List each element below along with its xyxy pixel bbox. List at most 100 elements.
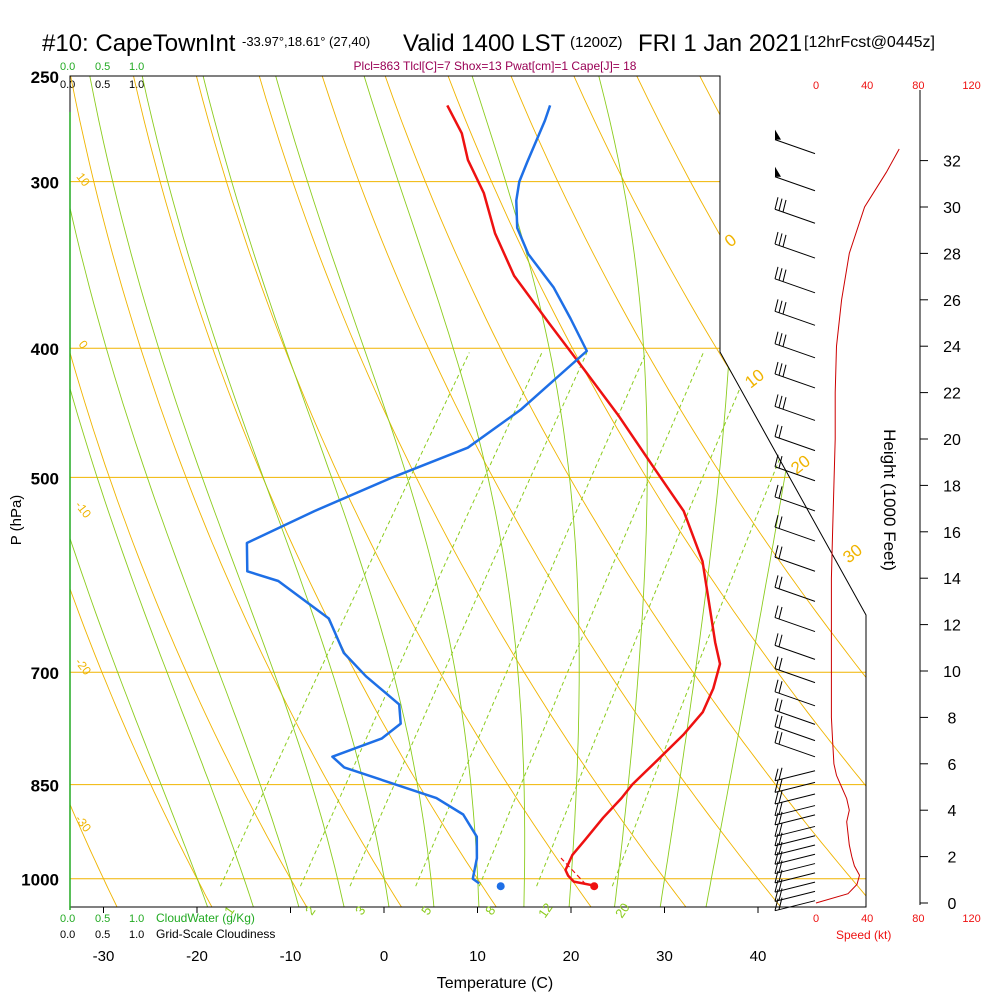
wind-barb	[774, 714, 816, 742]
wind-barb-feather	[778, 425, 783, 439]
wind-barb-staff	[774, 243, 816, 259]
wind-barb-feather	[774, 299, 779, 312]
cloudiness-scale-top-2: 1.0	[129, 79, 144, 91]
moist-adiabat	[70, 76, 209, 907]
wind-barb-feather	[778, 456, 783, 469]
wind-barb-feather	[778, 606, 783, 620]
wind-barb-staff	[774, 176, 816, 192]
wind-barb-feather	[778, 897, 783, 910]
wind-barb-feather	[774, 898, 779, 911]
wind-barb-feather	[774, 361, 779, 375]
wind-barb-staff	[774, 814, 816, 826]
wind-barb-feather	[774, 812, 779, 825]
wind-barb-feather	[774, 842, 779, 856]
wind-barb-feather	[774, 833, 779, 846]
dry-adiabat-label: 0	[76, 338, 91, 352]
wind-barb	[774, 888, 816, 902]
wind-barb	[774, 424, 816, 452]
wind-barb	[774, 166, 816, 192]
dry-adiabat	[70, 76, 118, 907]
dewpoint-trace	[245, 104, 589, 885]
wind-barb-feather	[778, 732, 783, 745]
wind-barb	[774, 851, 816, 865]
height-tick-label: 8	[948, 710, 957, 727]
moist-adiabat-label: 0	[721, 230, 740, 251]
wind-barb-feather	[778, 878, 783, 892]
valid-time: Valid 1400 LST	[403, 30, 566, 57]
height-tick-label: 30	[943, 200, 961, 217]
height-tick-label: 6	[948, 757, 957, 774]
wind-barb-staff	[774, 405, 816, 421]
dry-adiabat	[189, 76, 592, 907]
mixing-ratio-line	[299, 352, 543, 887]
wind-barb-staff	[774, 644, 816, 660]
wind-barb-staff	[774, 436, 816, 452]
wind-barb	[774, 698, 816, 725]
dry-adiabat-label: -10	[72, 498, 94, 521]
wind-barb-feather	[782, 364, 787, 377]
wind-barb	[774, 394, 816, 421]
moist-adiabat	[464, 76, 580, 907]
wind-barb	[774, 361, 816, 389]
pressure-tick-label: 1000	[21, 871, 59, 890]
speed-tick-label-bottom: 80	[912, 913, 924, 925]
wind-barb	[774, 605, 816, 633]
zulu-time: (1200Z)	[570, 34, 623, 51]
moist-adiabat	[84, 76, 345, 907]
wind-barb	[774, 811, 816, 826]
wind-barb-feather	[774, 679, 779, 692]
station-coords: -33.97°,18.61° (27,40)	[242, 34, 370, 49]
wind-barb-feather	[778, 657, 783, 671]
dry-adiabat	[70, 76, 308, 907]
dry-adiabat	[500, 76, 866, 907]
wind-barb-staff	[774, 139, 816, 155]
wind-barb-feather	[774, 266, 779, 279]
wind-barb-feather	[774, 633, 779, 646]
pressure-axis-label: P (hPa)	[8, 495, 25, 546]
parcel-trace	[560, 857, 587, 885]
wind-barb	[774, 779, 816, 793]
wind-barb-feather	[778, 779, 783, 792]
mixing-ratio-line	[478, 352, 704, 887]
wind-barb-feather	[774, 331, 779, 344]
mixing-ratio-label: 3	[352, 903, 368, 918]
wind-barb-feather	[778, 516, 783, 529]
pressure-tick-label: 850	[31, 777, 59, 796]
moist-adiabat	[70, 76, 300, 907]
temperature-tick-label: 10	[469, 948, 486, 965]
temperature-trace	[446, 104, 722, 887]
wind-barb-staff	[774, 343, 816, 359]
wind-barb-staff	[774, 586, 816, 602]
height-tick-label: 28	[943, 246, 961, 263]
temperature-axis: -30 -20 -10 0 10 20 30 40	[93, 907, 766, 965]
height-tick-label: 26	[943, 293, 961, 310]
dry-adiabat	[438, 76, 866, 907]
mixing-ratio-label: 2	[302, 903, 318, 918]
mixing-ratio-lines	[219, 352, 824, 887]
pressure-tick-label: 300	[31, 174, 59, 193]
wind-barb-staff	[774, 310, 816, 326]
wind-barb-feather	[782, 334, 787, 347]
cloudwater-scale-top-1: 0.5	[95, 61, 110, 73]
wind-barb-feather	[774, 656, 779, 669]
sounding-traces	[245, 104, 722, 891]
pressure-axis: 250 300 400 500 700 850 1000	[21, 68, 59, 890]
wind-barb-staff	[774, 373, 816, 389]
wind-barb-staff	[774, 526, 816, 542]
cloudiness-scale-bottom-0: 0.0	[60, 929, 75, 941]
stability-indices: Plcl=863 Tlcl[C]=7 Shox=13 Pwat[cm]=1 Ca…	[354, 59, 637, 73]
speed-tick-label-bottom: 120	[962, 913, 980, 925]
height-tick-label: 20	[943, 432, 961, 449]
wind-barb-feather	[778, 198, 783, 211]
wind-barb-feather	[774, 768, 779, 781]
temperature-axis-label: Temperature (C)	[437, 975, 553, 992]
dry-adiabat-label: -20	[72, 655, 94, 678]
pressure-tick-label: 700	[31, 664, 59, 683]
wind-barb-feather	[778, 802, 783, 815]
wind-barb	[774, 767, 816, 782]
dry-adiabat	[70, 76, 213, 907]
wind-barb-feather	[782, 269, 787, 282]
wind-barb-feather	[778, 860, 783, 873]
